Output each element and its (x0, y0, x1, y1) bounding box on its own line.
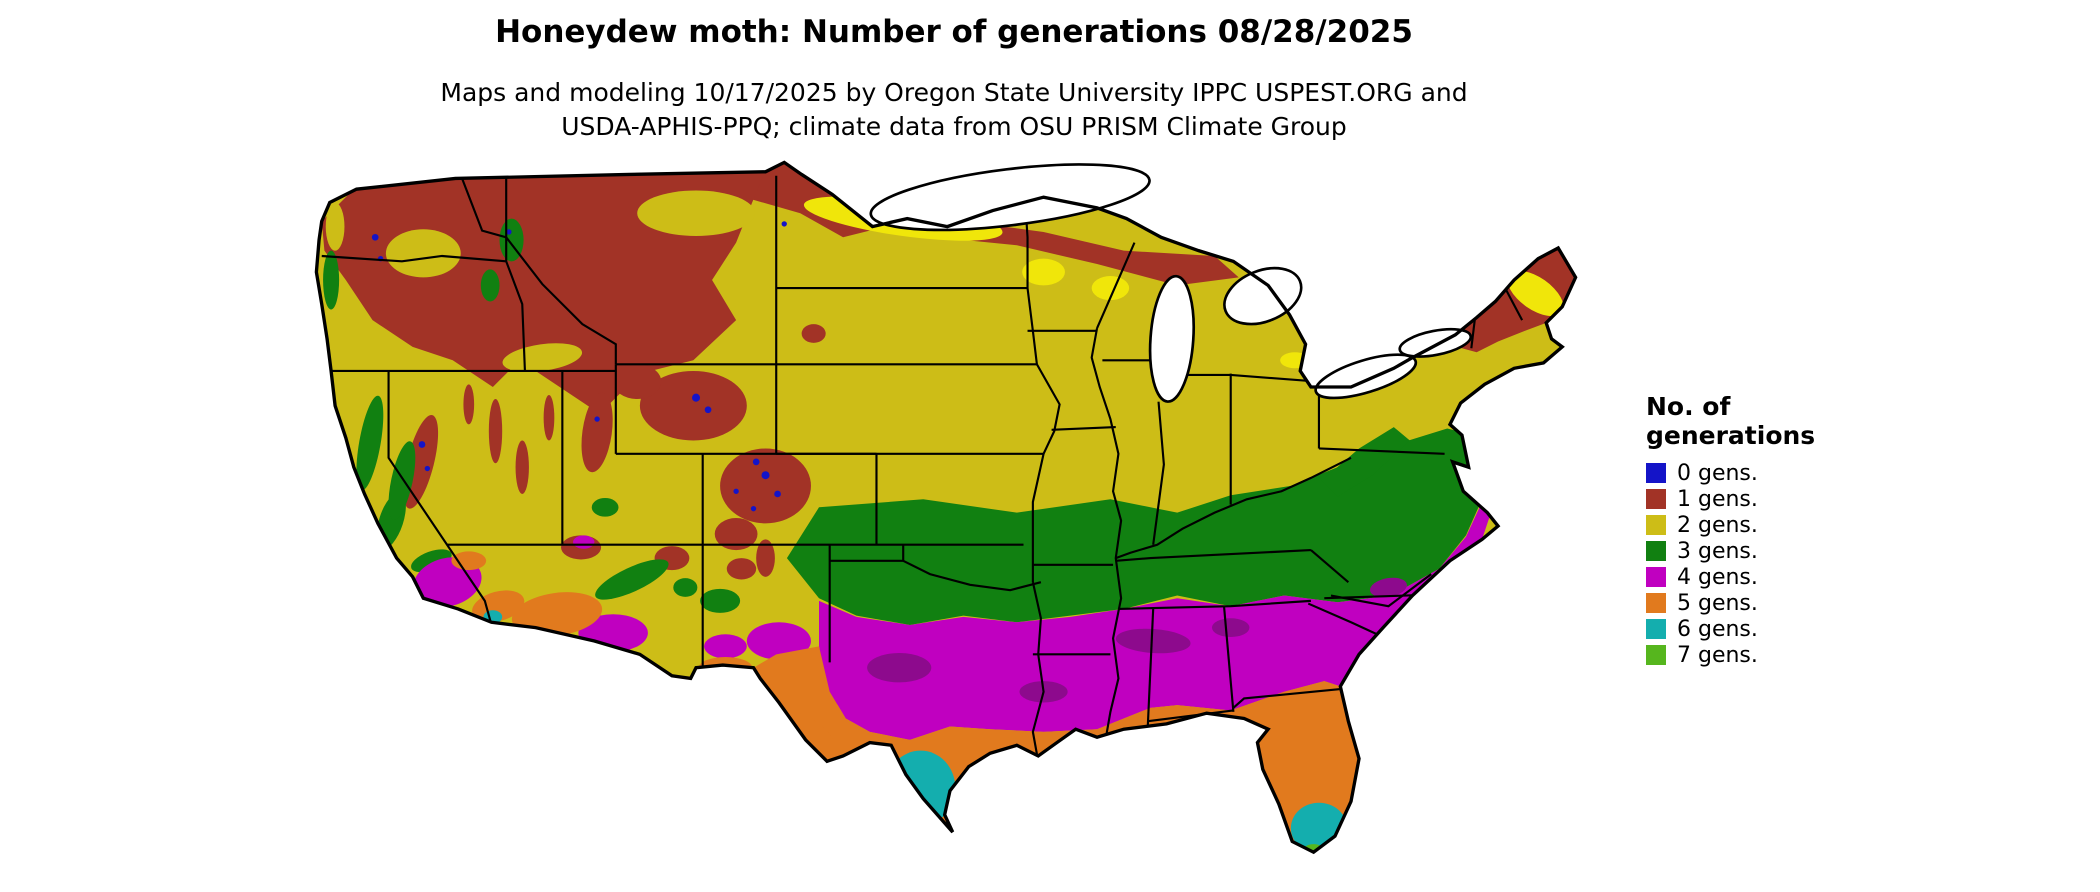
legend-item-4gens: 4 gens. (1646, 564, 1815, 590)
legend-item-3gens: 3 gens. (1646, 538, 1815, 564)
legend-item-6gens: 6 gens. (1646, 616, 1815, 642)
us-map-svg (314, 160, 1578, 854)
legend-title-line-2: generations (1646, 421, 1816, 450)
great-lakes (869, 163, 1473, 403)
lake-superior (869, 163, 1151, 232)
legend-label-5gens: 5 gens. (1677, 590, 1758, 616)
legend-label-4gens: 4 gens. (1677, 564, 1758, 590)
legend-label-6gens: 6 gens. (1677, 616, 1758, 642)
legend-label-2gens: 2 gens. (1677, 512, 1758, 538)
legend-swatch-3gens (1646, 541, 1666, 561)
lake-michigan (1148, 274, 1196, 403)
generation-fill-layers (316, 162, 1576, 853)
fill-2gens-accents (325, 190, 755, 372)
page-title: Honeydew moth: Number of generations 08/… (495, 14, 1413, 50)
legend-title-line-1: No. of (1646, 392, 1731, 421)
state-borders (321, 175, 1524, 762)
lake-huron (1223, 266, 1303, 326)
legend-swatch-1gens (1646, 489, 1666, 509)
legend-item-7gens: 7 gens. (1646, 642, 1815, 668)
subtitle-line-1: Maps and modeling 10/17/2025 by Oregon S… (440, 78, 1468, 107)
map-header: Honeydew moth: Number of generations 08/… (0, 14, 1908, 144)
legend: No. of generations 0 gens. 1 gens. 2 gen… (1646, 392, 1815, 668)
legend-label-3gens: 3 gens. (1677, 538, 1758, 564)
legend-swatch-7gens (1646, 645, 1666, 665)
legend-label-7gens: 7 gens. (1677, 642, 1758, 668)
fill-7gens (943, 821, 1325, 853)
legend-label-0gens: 0 gens. (1677, 460, 1758, 486)
subtitle-line-2: USDA-APHIS-PPQ; climate data from OSU PR… (561, 112, 1347, 141)
legend-item-2gens: 2 gens. (1646, 512, 1815, 538)
legend-swatch-2gens (1646, 515, 1666, 535)
legend-swatch-6gens (1646, 619, 1666, 639)
legend-item-0gens: 0 gens. (1646, 460, 1815, 486)
legend-swatch-4gens (1646, 567, 1666, 587)
legend-title: No. of generations (1646, 392, 1815, 450)
us-generations-map (295, 156, 1605, 880)
legend-swatch-0gens (1646, 463, 1666, 483)
legend-item-5gens: 5 gens. (1646, 590, 1815, 616)
legend-swatch-5gens (1646, 593, 1666, 613)
fill-0gens-specks (371, 221, 787, 512)
legend-item-1gens: 1 gens. (1646, 486, 1815, 512)
legend-label-1gens: 1 gens. (1677, 486, 1758, 512)
